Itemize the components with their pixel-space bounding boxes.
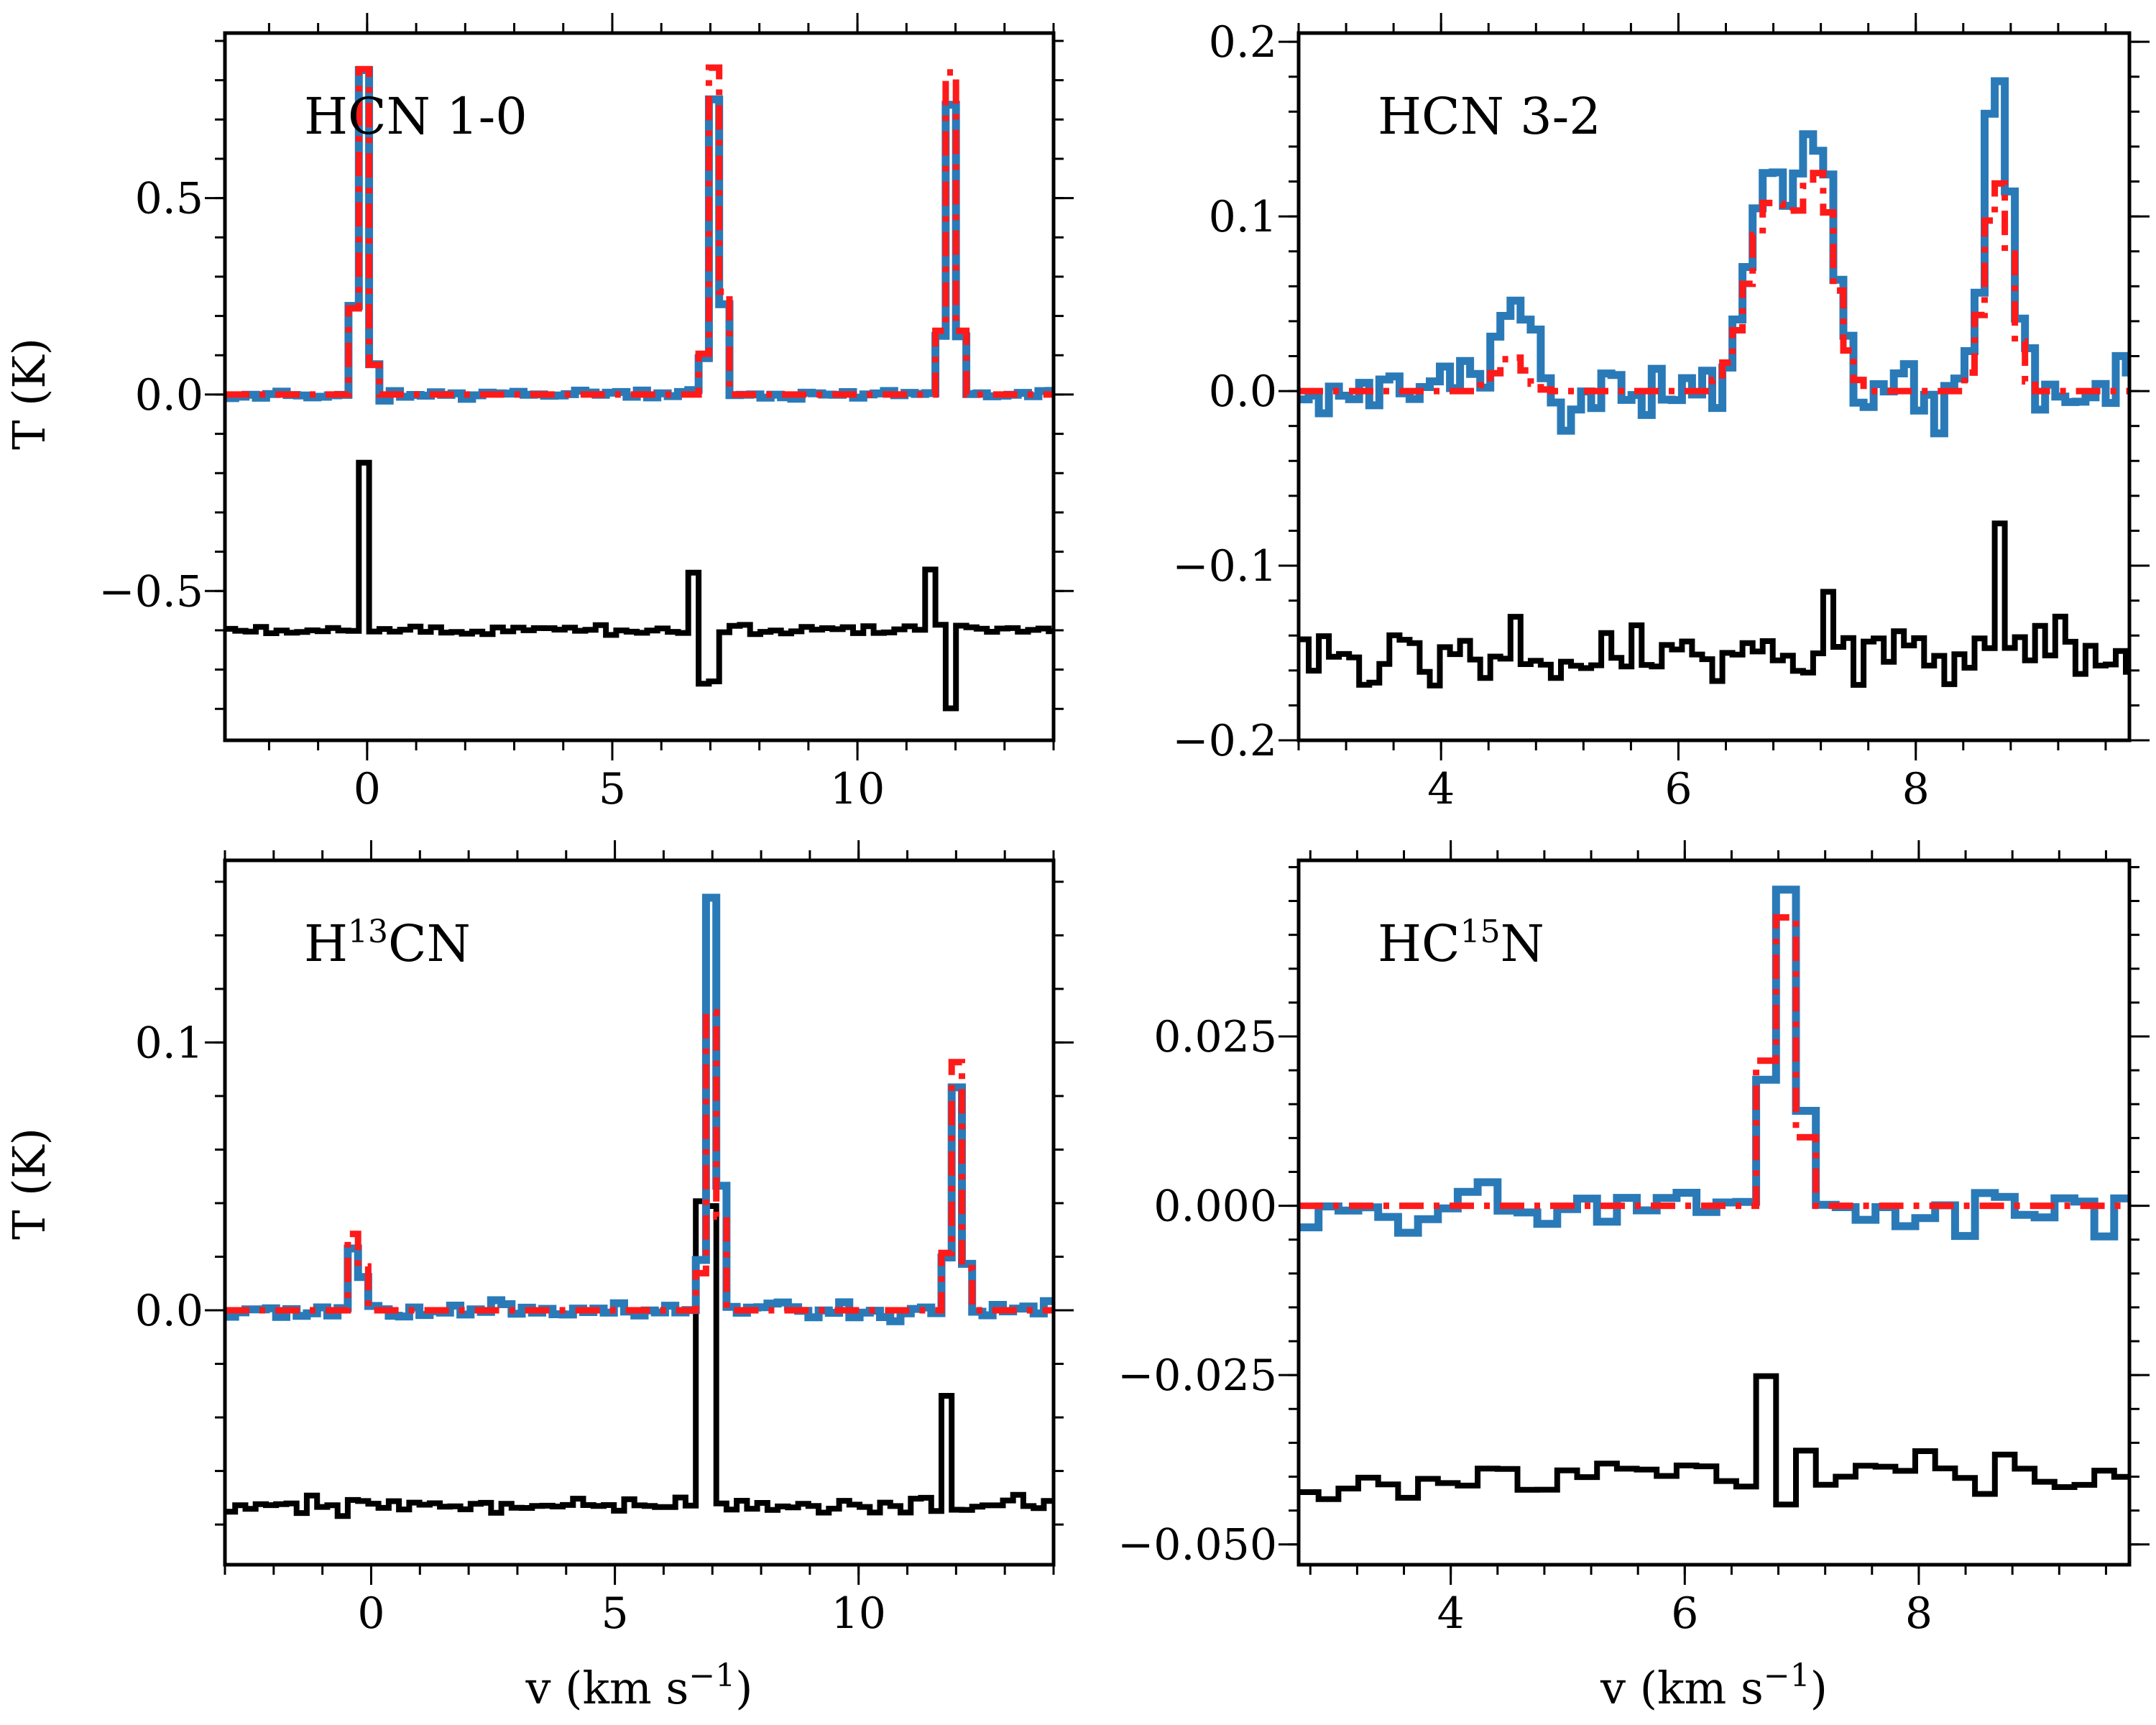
panel-title: H13CN xyxy=(304,914,471,973)
x-tick-label: 6 xyxy=(1664,764,1692,814)
y-tick-label: 0.025 xyxy=(1153,1012,1277,1062)
x-tick-labels: 0 5 10 xyxy=(357,1588,886,1639)
panel-hcn-1-0-series xyxy=(225,64,1054,712)
y-tick-label: −0.2 xyxy=(1172,716,1277,766)
y-tick-labels: −0.050 −0.025 0.000 0.025 xyxy=(1118,1012,1277,1570)
y-tick-label: −0.5 xyxy=(98,566,203,617)
y-tick-label: 0.1 xyxy=(135,1018,203,1068)
plot-frame xyxy=(1296,858,2132,1567)
plot-frame xyxy=(223,858,1056,1567)
x-tick-label: 5 xyxy=(601,1588,628,1639)
panel-hcn-3-2-series xyxy=(1299,77,2129,689)
residual-line xyxy=(1299,520,2129,689)
y-axis-label: T (K) xyxy=(3,1128,55,1240)
tick-marks xyxy=(1279,840,2150,1585)
y-tick-label: 0.5 xyxy=(135,174,203,224)
x-tick-label: 10 xyxy=(831,1588,886,1639)
panel-title: HC15N xyxy=(1378,914,1544,973)
x-axis-label: v (km s−1) xyxy=(525,1657,753,1714)
x-tick-label: 0 xyxy=(357,1588,384,1639)
model-line xyxy=(225,1008,1054,1314)
y-tick-label: 0.0 xyxy=(135,370,203,420)
x-tick-label: 4 xyxy=(1427,764,1455,814)
x-tick-label: 8 xyxy=(1905,1588,1932,1639)
x-tick-labels: 0 5 10 xyxy=(354,764,885,814)
x-tick-label: 8 xyxy=(1902,764,1930,814)
y-tick-labels: 0.0 0.1 xyxy=(135,1018,203,1336)
y-tick-labels: −0.5 0.0 0.5 xyxy=(98,174,203,617)
x-tick-label: 4 xyxy=(1437,1588,1465,1639)
y-tick-label: −0.1 xyxy=(1172,541,1277,592)
model-line xyxy=(1299,914,2129,1210)
tick-marks xyxy=(1279,13,2150,760)
y-tick-label: 0.2 xyxy=(1209,17,1277,68)
panel-title: HCN 3-2 xyxy=(1378,87,1601,146)
x-tick-label: 5 xyxy=(599,764,626,814)
y-tick-label: −0.025 xyxy=(1118,1351,1277,1401)
x-tick-label: 10 xyxy=(830,764,885,814)
y-tick-label: −0.050 xyxy=(1118,1520,1277,1570)
tick-marks xyxy=(205,13,1074,760)
residual-line xyxy=(1299,1373,2129,1508)
model-line xyxy=(225,64,1054,398)
x-axis-label: v (km s−1) xyxy=(1600,1657,1828,1714)
x-tick-labels: 4 6 8 xyxy=(1437,1588,1932,1639)
y-tick-labels: −0.2 −0.1 0.0 0.1 0.2 xyxy=(1172,17,1277,766)
x-tick-label: 6 xyxy=(1671,1588,1698,1639)
y-tick-label: 0.1 xyxy=(1209,192,1277,242)
y-axis-label: T (K) xyxy=(3,338,55,450)
y-tick-label: 0.000 xyxy=(1153,1182,1277,1232)
panel-title: HCN 1-0 xyxy=(304,87,528,146)
panel-hcn-1-0: 0 5 10 −0.5 0.0 0.5 HCN 1-0 T (K) xyxy=(3,13,1074,814)
panel-h13cn: 0 5 10 0.0 0.1 H13CN T (K) v (km s−1) xyxy=(3,840,1074,1714)
panel-h13cn-series xyxy=(225,893,1054,1519)
plot-frame xyxy=(1296,31,2132,742)
model-line xyxy=(1299,170,2129,395)
y-tick-label: 0.0 xyxy=(135,1286,203,1336)
panel-hc15n-series xyxy=(1299,886,2129,1508)
x-tick-label: 0 xyxy=(354,764,381,814)
tick-marks xyxy=(205,840,1074,1585)
y-tick-label: 0.0 xyxy=(1209,367,1277,417)
residual-line xyxy=(225,1198,1054,1519)
plot-frame xyxy=(223,31,1056,742)
observed-line xyxy=(1299,77,2129,438)
panel-hcn-3-2: 4 6 8 −0.2 −0.1 0.0 0.1 0.2 HCN 3-2 xyxy=(1172,13,2150,814)
x-tick-labels: 4 6 8 xyxy=(1427,764,1930,814)
panel-hc15n: 4 6 8 −0.050 −0.025 0.000 0.025 HC15N v (km s… xyxy=(1118,840,2150,1714)
residual-line xyxy=(225,459,1054,712)
